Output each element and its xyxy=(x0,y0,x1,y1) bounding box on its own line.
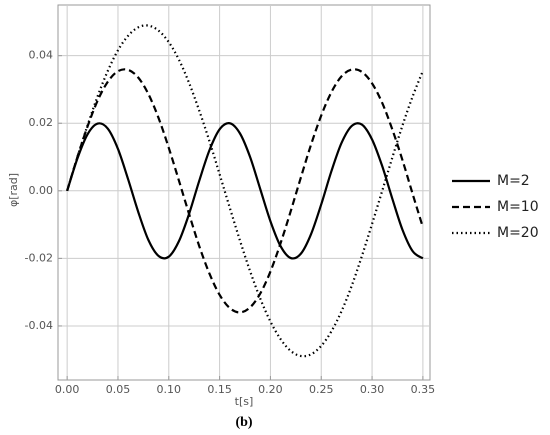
legend-label: M=10 xyxy=(497,199,539,215)
legend-label: M=20 xyxy=(497,225,539,241)
y-tick-label: 0.04 xyxy=(29,49,54,62)
x-tick-label: 0.25 xyxy=(309,383,334,396)
x-tick-label: 0.05 xyxy=(106,383,131,396)
series-line xyxy=(66,122,424,260)
y-tick-label: 0.00 xyxy=(29,184,54,197)
x-tick-label: 0.00 xyxy=(55,383,80,396)
caption: (b) xyxy=(235,415,252,430)
legend-label: M=2 xyxy=(497,173,530,189)
x-tick-label: 0.15 xyxy=(207,383,232,396)
x-tick-label: 0.10 xyxy=(157,383,182,396)
series-line xyxy=(66,68,424,314)
x-tick-label: 0.30 xyxy=(360,383,385,396)
x-axis-label: t[s] xyxy=(235,395,254,408)
y-axis-label: φ[rad] xyxy=(7,173,20,207)
x-tick-label: 0.20 xyxy=(258,383,283,396)
plot-frame xyxy=(57,4,431,381)
y-tick-label: -0.04 xyxy=(25,319,53,332)
series-line xyxy=(66,24,424,358)
y-tick-label: -0.02 xyxy=(25,251,53,264)
y-tick-label: 0.02 xyxy=(29,116,54,129)
x-tick-label: 0.35 xyxy=(411,383,436,396)
